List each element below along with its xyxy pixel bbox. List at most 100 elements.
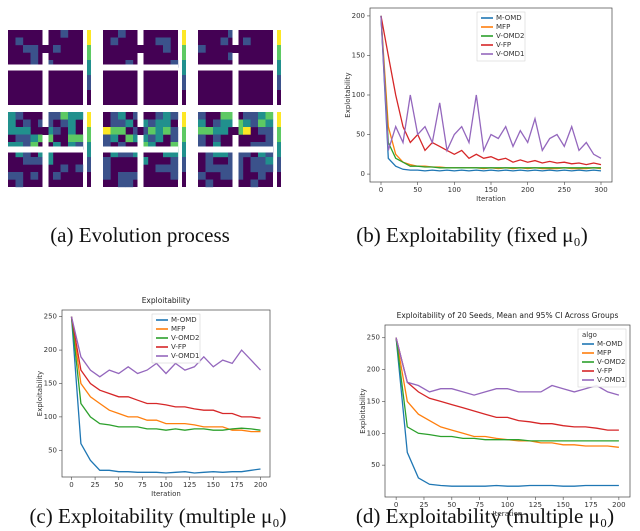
legend-label: V-OMD2 bbox=[597, 358, 626, 366]
heatmap-cell bbox=[8, 142, 16, 150]
colorbar bbox=[87, 172, 91, 187]
heatmap-cell bbox=[30, 45, 39, 53]
maze-door bbox=[137, 127, 144, 135]
heatmap-cell bbox=[170, 157, 179, 165]
heatmap-cell bbox=[45, 127, 54, 135]
heatmap-cell bbox=[60, 119, 69, 128]
heatmap-cell bbox=[170, 127, 179, 135]
series-line bbox=[395, 337, 619, 487]
heatmap-cell bbox=[163, 119, 171, 128]
x-axis-label: Iteration bbox=[493, 510, 523, 518]
x-tick-label: 200 bbox=[612, 501, 625, 509]
x-tick-label: 125 bbox=[529, 501, 542, 509]
heatmap-cell bbox=[133, 172, 141, 180]
heatmap-cell bbox=[68, 119, 76, 128]
heatmap-cell bbox=[258, 142, 266, 150]
heatmap-cell bbox=[170, 112, 179, 120]
heatmap-cell bbox=[265, 134, 274, 143]
colorbar bbox=[182, 157, 186, 172]
heatmap-cell bbox=[163, 127, 171, 135]
x-tick-label: 100 bbox=[159, 481, 172, 489]
heatmap-cell bbox=[265, 119, 274, 128]
heatmap-cell bbox=[235, 119, 244, 128]
heatmap-cell bbox=[30, 172, 39, 180]
colorbar bbox=[182, 60, 186, 75]
heatmap-cell bbox=[103, 142, 111, 150]
heatmap-cell bbox=[163, 37, 171, 46]
heatmap-cell bbox=[205, 127, 214, 135]
y-tick-label: 200 bbox=[352, 12, 365, 20]
heatmap-cell bbox=[235, 172, 244, 180]
heatmap-cell bbox=[110, 37, 119, 46]
maze-door bbox=[42, 45, 49, 53]
x-tick-label: 50 bbox=[447, 501, 456, 509]
colorbar bbox=[182, 142, 186, 157]
heatmap-cell bbox=[265, 149, 274, 158]
x-tick-label: 0 bbox=[69, 481, 73, 489]
heatmap-cell bbox=[118, 127, 126, 135]
heatmap-cell bbox=[30, 157, 39, 165]
heatmap-cell bbox=[60, 112, 69, 120]
chart-title: Exploitability of 20 Seeds, Mean and 95%… bbox=[397, 311, 619, 320]
x-tick-label: 50 bbox=[413, 186, 422, 194]
heatmap-cell bbox=[110, 134, 119, 143]
colorbar bbox=[182, 90, 186, 105]
x-tick-label: 100 bbox=[448, 186, 461, 194]
colorbar bbox=[277, 75, 281, 90]
maze-wall bbox=[137, 30, 144, 105]
heatmap-cell bbox=[250, 119, 259, 128]
heatmap-cell bbox=[155, 37, 164, 46]
heatmap-cell bbox=[205, 157, 214, 165]
heatmap-cell bbox=[118, 112, 126, 120]
heatmap-cell bbox=[15, 172, 24, 180]
heatmap-cell bbox=[15, 134, 24, 143]
colorbar bbox=[277, 60, 281, 75]
legend-label: V-FP bbox=[496, 41, 511, 49]
heatmap-cell bbox=[110, 119, 119, 128]
maze-wall bbox=[42, 112, 49, 187]
heatmap-cell bbox=[68, 127, 76, 135]
x-tick-label: 75 bbox=[138, 481, 147, 489]
heatmap-cell bbox=[258, 164, 266, 173]
heatmap-cell bbox=[118, 30, 126, 38]
colorbar bbox=[277, 157, 281, 172]
caption: (d) Exploitability (multiple μ₀) bbox=[356, 504, 614, 528]
series-line bbox=[380, 15, 601, 169]
y-tick-label: 50 bbox=[48, 446, 57, 454]
colorbar bbox=[277, 142, 281, 157]
heatmap-cell bbox=[53, 127, 61, 135]
series-line bbox=[395, 337, 620, 396]
legend-label: V-OMD1 bbox=[496, 50, 525, 58]
x-tick-label: 0 bbox=[394, 501, 398, 509]
heatmap-cell bbox=[170, 172, 179, 180]
heatmap-cell bbox=[265, 164, 274, 173]
heatmap-cell bbox=[163, 164, 171, 173]
heatmap-cell bbox=[213, 119, 221, 128]
x-tick-label: 125 bbox=[183, 481, 196, 489]
heatmap-cell bbox=[8, 172, 16, 180]
legend-box bbox=[577, 328, 627, 388]
heatmap-cell bbox=[8, 112, 16, 120]
heatmap-cell bbox=[258, 157, 266, 165]
heatmap-cell bbox=[133, 149, 141, 158]
heatmap-cell bbox=[250, 142, 259, 150]
y-tick-label: 250 bbox=[44, 313, 57, 321]
x-tick-label: 175 bbox=[230, 481, 243, 489]
heatmap-cell bbox=[243, 112, 251, 120]
heatmap-cell bbox=[258, 119, 266, 128]
heatmap-cell bbox=[235, 127, 244, 135]
heatmap-cell bbox=[45, 119, 54, 128]
y-axis-label: Exploitability bbox=[344, 72, 352, 117]
heatmap-cell bbox=[125, 119, 134, 128]
heatmap-cell bbox=[15, 112, 24, 120]
x-tick-label: 200 bbox=[521, 186, 534, 194]
heatmap-cell bbox=[118, 142, 126, 150]
heatmap-cell bbox=[140, 134, 149, 143]
heatmap-cell bbox=[118, 149, 126, 158]
heatmap-cell bbox=[75, 142, 84, 150]
colorbar bbox=[182, 172, 186, 187]
heatmap-cell bbox=[155, 134, 164, 143]
x-tick-label: 150 bbox=[484, 186, 497, 194]
colorbar bbox=[87, 112, 91, 127]
